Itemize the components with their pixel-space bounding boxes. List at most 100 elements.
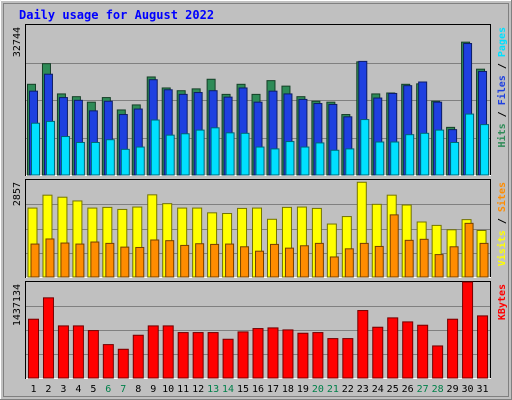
tick-label-day: 14 <box>222 384 234 395</box>
bar-sites <box>105 242 115 278</box>
bar-kbytes <box>252 328 264 379</box>
bar-pages <box>165 134 175 176</box>
tick-label-day: 16 <box>252 384 264 395</box>
bar-pages <box>90 141 100 176</box>
bar-sites <box>464 222 474 278</box>
tick-label-day: 19 <box>297 384 309 395</box>
panel-visits-sites: 2857 Visits / Sites <box>12 179 508 278</box>
bar-sites <box>269 243 279 278</box>
bar-pages <box>120 148 130 176</box>
day-labels: 1 2 3 4 5 6 7 8 9 10 11 12 13 14 15 16 17 18 19 20 21 22 23 24 2… <box>30 384 488 395</box>
bar-sites <box>359 242 369 278</box>
legend-entry: KBytes <box>497 284 508 320</box>
legend-entry: Files <box>496 75 508 105</box>
tick-label-day: 13 <box>207 384 219 395</box>
panel-hits-files-pages: 32744 Hits / Files / Pages <box>12 24 508 176</box>
frame-inner-border <box>3 3 509 397</box>
tick-label-day: 31 <box>476 384 488 395</box>
bar-pages <box>210 127 220 176</box>
bar-pages <box>330 149 340 176</box>
bar-pages <box>270 148 280 176</box>
bar-pages <box>255 146 265 176</box>
tick-label-day: 1 <box>30 384 36 395</box>
legend-entry: Sites <box>496 182 508 212</box>
bar-kbytes <box>327 338 339 379</box>
tick-label-day: 23 <box>357 384 369 395</box>
bar-sites <box>195 243 205 278</box>
tick-label-day: 22 <box>342 384 354 395</box>
bar-kbytes <box>387 317 399 379</box>
tick-label-day: 28 <box>432 384 444 395</box>
bar-kbytes <box>297 332 309 379</box>
tick-label-day: 17 <box>267 384 279 395</box>
tick-label-day: 29 <box>447 384 459 395</box>
panel-kbytes: 1437134 KBytes <box>12 281 508 379</box>
bar-kbytes <box>117 348 129 379</box>
bar-sites <box>75 243 85 278</box>
tick-label-day: 10 <box>162 384 174 395</box>
bar-pages <box>285 141 295 176</box>
bar-sites <box>374 245 384 278</box>
tick-label-day: 3 <box>60 384 66 395</box>
bar-pages <box>105 139 115 176</box>
legend-entry: Visits <box>496 230 508 266</box>
scale-max-label: 32744 <box>12 27 23 57</box>
bar-sites <box>314 242 324 278</box>
scale-max-label: 2857 <box>12 182 23 206</box>
bar-pages <box>450 141 460 176</box>
tick-label-day: 21 <box>327 384 339 395</box>
panel-legend: Visits / Sites <box>496 182 508 266</box>
bar-kbytes <box>102 344 114 379</box>
bar-sites <box>30 243 40 278</box>
panel-legend: KBytes <box>497 284 508 320</box>
bar-kbytes <box>477 315 489 379</box>
bar-pages <box>60 136 70 176</box>
bar-sites <box>225 243 235 278</box>
chart-title: Daily usage for August 2022 <box>19 8 215 22</box>
bar-kbytes <box>147 325 159 379</box>
bar-sites <box>210 243 220 278</box>
bar-kbytes <box>87 330 99 379</box>
bar-kbytes <box>192 332 204 379</box>
bar-kbytes <box>132 334 144 379</box>
bar-sites <box>120 246 130 278</box>
bar-pages <box>45 120 55 176</box>
tick-label-day: 20 <box>312 384 324 395</box>
legend-entry: / <box>497 212 508 230</box>
bar-sites <box>150 239 160 278</box>
bar-pages <box>405 134 415 176</box>
bar-pages <box>360 119 370 176</box>
bar-pages <box>225 132 235 176</box>
bar-sites <box>255 250 265 278</box>
bar-pages <box>240 132 250 176</box>
bar-kbytes <box>207 332 219 379</box>
panel-legend: Hits / Files / Pages <box>496 27 508 147</box>
bar-sites <box>449 246 459 278</box>
bar-kbytes <box>57 325 69 379</box>
bar-pages <box>300 146 310 176</box>
tick-label-day: 4 <box>75 384 81 395</box>
tick-label-day: 2 <box>45 384 51 395</box>
bar-kbytes <box>432 345 444 379</box>
bar-sites <box>389 214 399 278</box>
bar-pages <box>345 148 355 176</box>
bar-pages <box>480 124 490 176</box>
tick-label-day: 26 <box>402 384 414 395</box>
bar-kbytes <box>402 321 414 379</box>
bar-sites <box>299 245 309 278</box>
tick-label-day: 7 <box>120 384 126 395</box>
tick-label-day: 12 <box>192 384 204 395</box>
bar-kbytes <box>28 318 39 379</box>
bar-pages <box>315 142 325 176</box>
tick-label-day: 25 <box>387 384 399 395</box>
tick-label-day: 15 <box>237 384 249 395</box>
bar-sites <box>419 238 429 278</box>
legend-entry: Pages <box>497 27 508 57</box>
bar-pages <box>135 146 145 176</box>
bar-sites <box>45 238 55 278</box>
bar-pages <box>75 141 85 176</box>
tick-label-day: 18 <box>282 384 294 395</box>
tick-label-day: 8 <box>135 384 141 395</box>
legend-entry: / <box>497 57 508 75</box>
bar-kbytes <box>342 338 354 379</box>
